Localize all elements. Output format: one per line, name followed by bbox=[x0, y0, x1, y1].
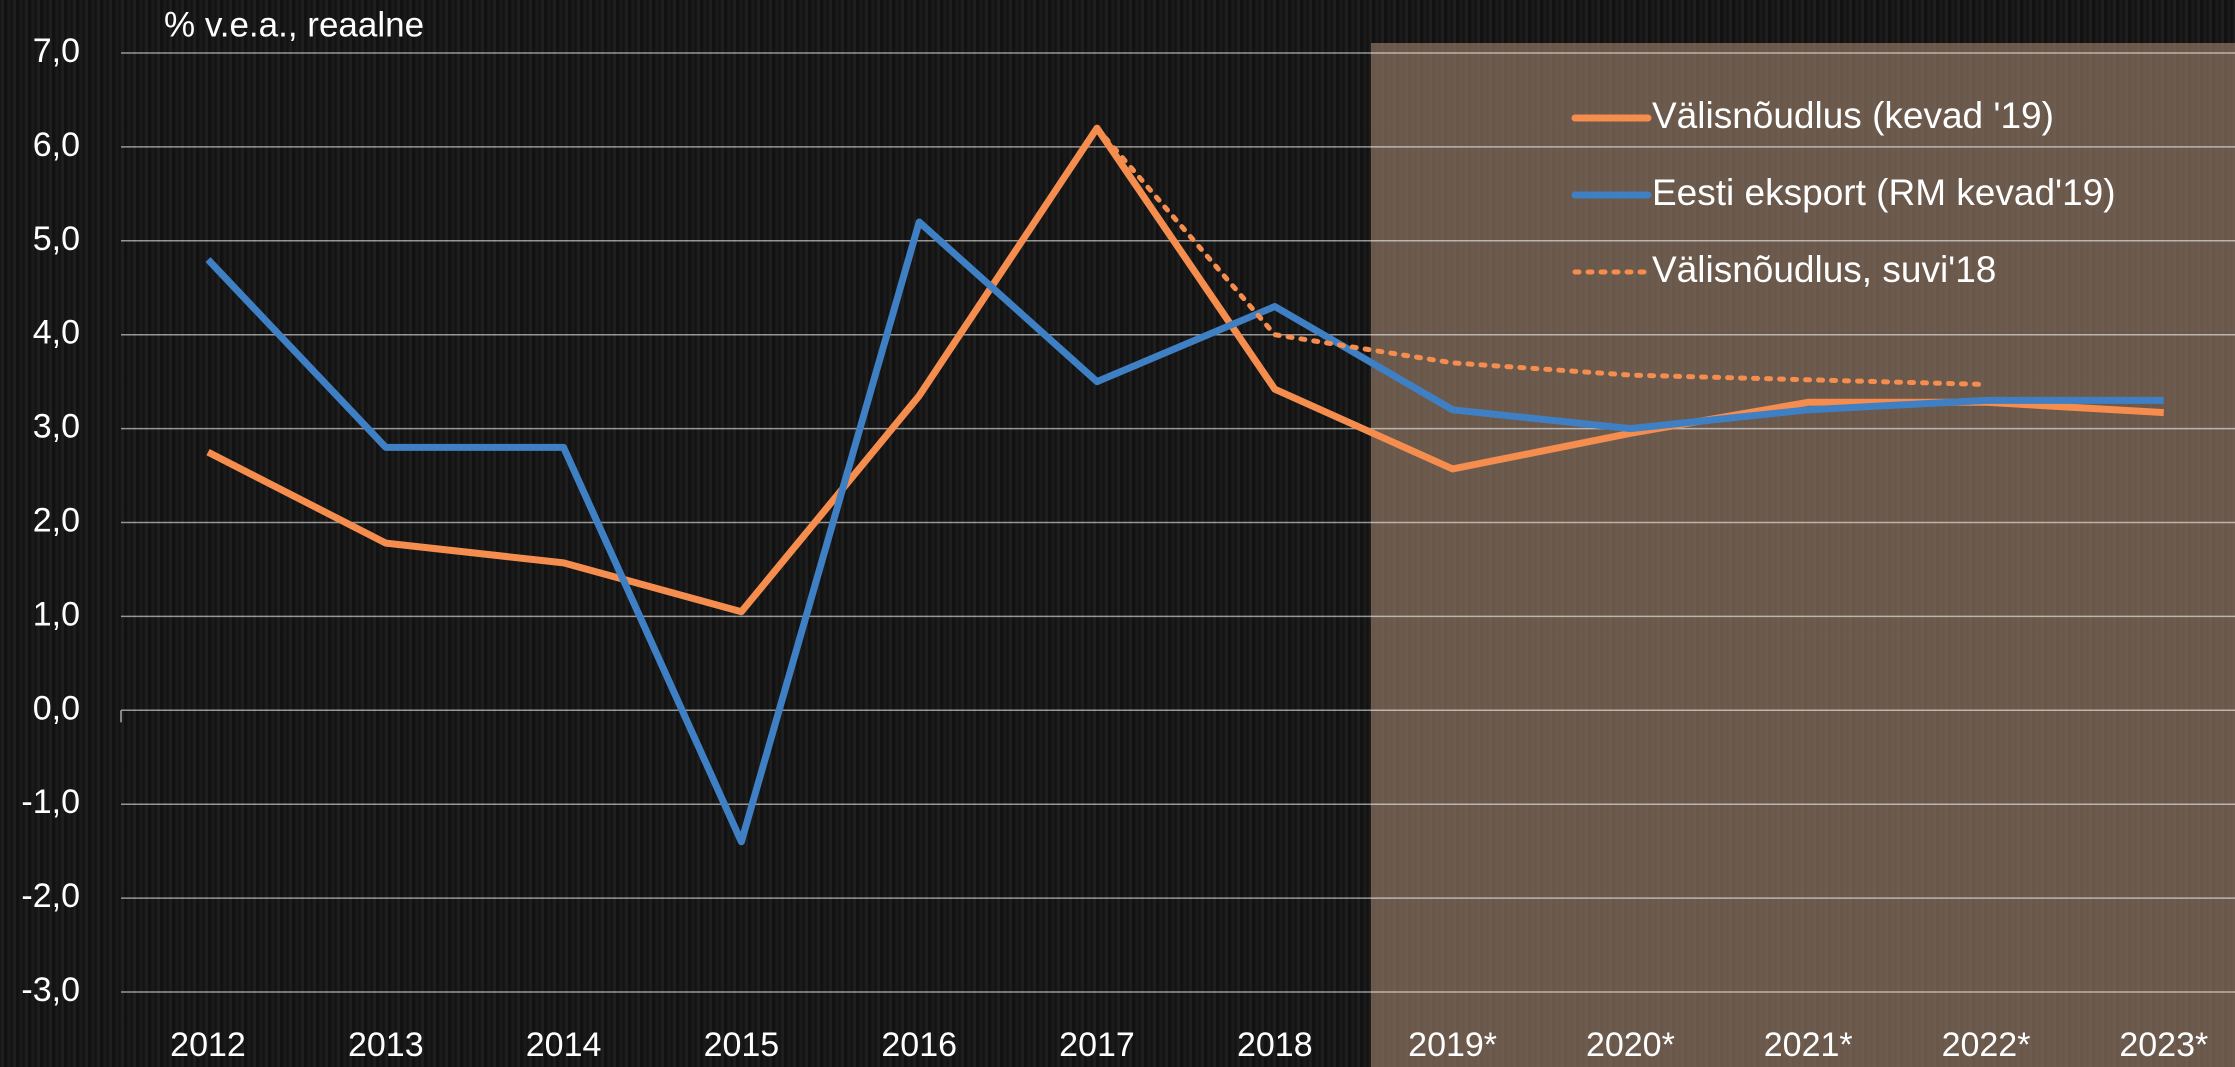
y-tick-label: -3,0 bbox=[21, 971, 80, 1009]
y-tick-label: 6,0 bbox=[33, 126, 80, 164]
x-tick-label: 2023* bbox=[2119, 1026, 2208, 1064]
line-series bbox=[1094, 125, 1989, 387]
forecast-region bbox=[1371, 43, 2235, 1067]
y-tick-label: -1,0 bbox=[21, 783, 80, 821]
y-tick-label: -2,0 bbox=[21, 877, 80, 915]
y-tick-label: 1,0 bbox=[33, 595, 80, 633]
legend-label: Eesti eksport (RM kevad'19) bbox=[1652, 172, 2116, 213]
line-series bbox=[206, 124, 2165, 616]
y-tick-label: 4,0 bbox=[33, 314, 80, 352]
x-tick-label: 2013 bbox=[348, 1026, 424, 1064]
legend-label: Välisnõudlus, suvi'18 bbox=[1652, 249, 1996, 290]
y-tick-label: 5,0 bbox=[33, 220, 80, 258]
x-tick-label: 2015 bbox=[704, 1026, 780, 1064]
y-tick-label: 2,0 bbox=[33, 501, 80, 539]
line-series bbox=[205, 218, 2164, 846]
x-tick-label: 2019* bbox=[1408, 1026, 1497, 1064]
x-tick-label: 2014 bbox=[526, 1026, 602, 1064]
x-tick-label: 2018 bbox=[1237, 1026, 1313, 1064]
y-axis-label: % v.e.a., reaalne bbox=[164, 5, 424, 44]
y-tick-label: 7,0 bbox=[33, 32, 80, 70]
x-tick-label: 2022* bbox=[1942, 1026, 2031, 1064]
x-tick-label: 2012 bbox=[170, 1026, 246, 1064]
legend-label: Välisnõudlus (kevad '19) bbox=[1652, 95, 2054, 136]
x-tick-label: 2020* bbox=[1586, 1026, 1675, 1064]
y-tick-label: 3,0 bbox=[33, 408, 80, 446]
y-tick-label: 0,0 bbox=[33, 689, 80, 727]
x-tick-label: 2021* bbox=[1764, 1026, 1853, 1064]
x-tick-label: 2016 bbox=[881, 1026, 957, 1064]
x-tick-label: 2017 bbox=[1059, 1026, 1135, 1064]
